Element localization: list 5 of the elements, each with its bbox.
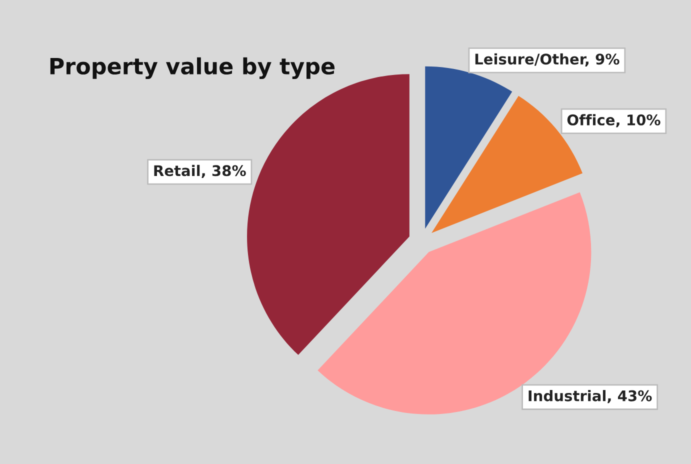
chart-title: Property value by type [50, 57, 335, 80]
slice-label: Office, 10% [567, 114, 660, 128]
slice-label: Leisure/Other, 9% [475, 53, 620, 66]
slice-label: Retail, 38% [154, 164, 246, 178]
slice-label: Industrial, 43% [528, 390, 652, 404]
